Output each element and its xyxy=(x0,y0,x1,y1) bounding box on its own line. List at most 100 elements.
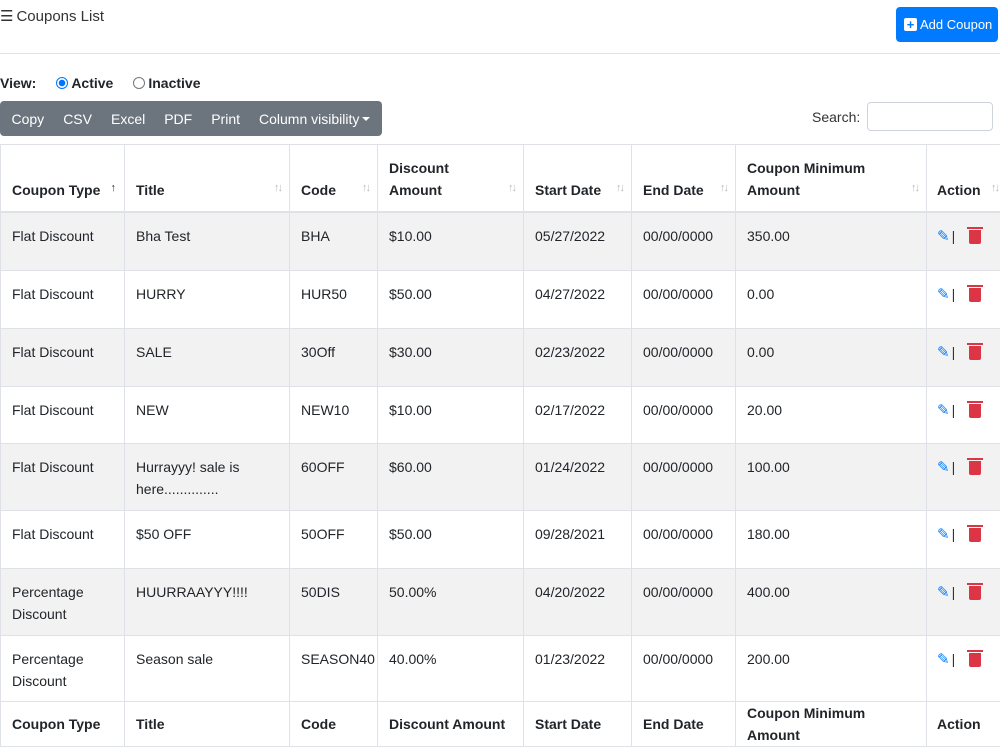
table-cell: Bha Test xyxy=(124,211,290,271)
csv-button[interactable]: CSV xyxy=(63,110,92,127)
table-cell: $30.00 xyxy=(377,328,524,387)
edit-icon[interactable]: ✎ xyxy=(937,526,950,543)
search-input[interactable] xyxy=(867,102,994,131)
trash-icon[interactable] xyxy=(967,458,984,475)
edit-icon[interactable]: ✎ xyxy=(937,344,950,361)
column-visibility-button[interactable]: Column visibility xyxy=(250,111,380,127)
pdf-button[interactable]: PDF xyxy=(164,110,193,127)
radio-active[interactable]: Active xyxy=(56,75,113,91)
table-cell: 50.00% xyxy=(377,568,524,636)
edit-icon[interactable]: ✎ xyxy=(937,227,950,245)
table-cell: HUR50 xyxy=(289,270,378,329)
table-cell: $50.00 xyxy=(377,270,524,329)
table-cell: 00/00/0000 xyxy=(631,270,736,329)
table-cell: 00/00/0000 xyxy=(631,443,736,511)
column-footer: Coupon Type xyxy=(0,701,125,747)
table-cell: BHA xyxy=(289,211,378,271)
print-button[interactable]: Print xyxy=(211,110,241,127)
action-cell: ✎ | xyxy=(926,328,1000,387)
search-label: Search: xyxy=(812,108,861,125)
table-row: Flat Discount $50 OFF 50OFF $50.00 09/28/202… xyxy=(0,510,1000,569)
excel-button[interactable]: Excel xyxy=(110,110,146,127)
column-footer: Start Date xyxy=(523,701,632,747)
column-header[interactable]: End Date ↑↓ xyxy=(631,144,736,213)
page-header: ☰ Coupons List + Add Coupon xyxy=(0,0,1000,54)
table-cell: $10.00 xyxy=(377,211,524,271)
sort-icon: ↑↓ xyxy=(508,181,517,194)
table-cell: 00/00/0000 xyxy=(631,510,736,569)
action-cell: ✎ | xyxy=(926,635,1000,702)
table-row: Flat Discount Bha Test BHA $10.00 05/27/2022… xyxy=(0,211,1000,271)
radio-icon[interactable] xyxy=(56,77,69,89)
column-footer: Discount Amount xyxy=(377,701,524,747)
plus-square-icon: + xyxy=(904,18,917,31)
copy-button[interactable]: Copy xyxy=(11,110,45,127)
action-cell: ✎ | xyxy=(926,443,1000,511)
table-cell: 05/27/2022 xyxy=(523,211,632,271)
sort-icon: ↑↓ xyxy=(274,181,283,194)
action-cell: ✎ | xyxy=(926,211,1000,271)
table-cell: NEW10 xyxy=(289,386,378,444)
export-toolbar: Copy CSV Excel PDF Print Column visibili… xyxy=(0,101,382,136)
divider: | xyxy=(951,227,956,244)
table-cell: 180.00 xyxy=(735,510,927,569)
edit-icon[interactable]: ✎ xyxy=(937,651,950,668)
edit-icon[interactable]: ✎ xyxy=(937,584,950,601)
trash-icon[interactable] xyxy=(967,285,984,302)
column-header[interactable]: Coupon Type ↑ xyxy=(0,144,125,213)
caret-down-icon xyxy=(362,116,371,121)
divider: | xyxy=(951,344,956,360)
add-coupon-button[interactable]: + Add Coupon xyxy=(896,7,998,42)
table-row: Percentage Discount HUURRAAYYY!!!! 50DIS 50… xyxy=(0,568,1000,636)
trash-icon[interactable] xyxy=(967,226,984,244)
table-cell: Flat Discount xyxy=(0,510,125,569)
table-cell: SALE xyxy=(124,328,290,387)
table-cell: 01/24/2022 xyxy=(523,443,632,511)
sort-icon: ↑↓ xyxy=(616,181,625,194)
sort-icon: ↑↓ xyxy=(720,181,729,194)
table-cell: 02/23/2022 xyxy=(523,328,632,387)
trash-icon[interactable] xyxy=(967,401,984,418)
view-label: View: xyxy=(0,75,37,91)
table-cell: 00/00/0000 xyxy=(631,328,736,387)
table-cell: 00/00/0000 xyxy=(631,386,736,444)
table-cell: 50DIS xyxy=(289,568,378,636)
table-cell: 40.00% xyxy=(377,635,524,702)
radio-icon[interactable] xyxy=(133,77,146,89)
column-header[interactable]: Discount Amount ↑↓ xyxy=(377,144,524,213)
column-header[interactable]: Coupon Minimum Amount ↑↓ xyxy=(735,144,927,213)
table-row: Flat Discount Hurrayyy! sale is here.....… xyxy=(0,443,1000,511)
column-header[interactable]: Title ↑↓ xyxy=(124,144,290,213)
column-footer: Title xyxy=(124,701,290,747)
trash-icon[interactable] xyxy=(967,525,984,542)
table-cell: Flat Discount xyxy=(0,443,125,511)
table-cell: Hurrayyy! sale is here.............. xyxy=(124,443,290,511)
table-cell: $10.00 xyxy=(377,386,524,444)
column-footer: End Date xyxy=(631,701,736,747)
table-row: Percentage Discount Season sale SEASON40 40… xyxy=(0,635,1000,702)
edit-icon[interactable]: ✎ xyxy=(937,402,950,419)
table-cell: $50 OFF xyxy=(124,510,290,569)
table-cell: 200.00 xyxy=(735,635,927,702)
table-cell: 01/23/2022 xyxy=(523,635,632,702)
table-cell: 100.00 xyxy=(735,443,927,511)
table-cell: Flat Discount xyxy=(0,328,125,387)
column-header[interactable]: Start Date ↑↓ xyxy=(523,144,632,213)
table-cell: SEASON40 xyxy=(289,635,378,702)
radio-inactive[interactable]: Inactive xyxy=(133,75,200,91)
table-cell: Flat Discount xyxy=(0,386,125,444)
trash-icon[interactable] xyxy=(967,343,984,360)
table-cell: 0.00 xyxy=(735,328,927,387)
table-cell: 30Off xyxy=(289,328,378,387)
edit-icon[interactable]: ✎ xyxy=(937,286,950,303)
column-header[interactable]: Action ↑↓ xyxy=(926,144,1000,213)
divider: | xyxy=(951,402,956,418)
table-cell: 04/27/2022 xyxy=(523,270,632,329)
table-cell: 20.00 xyxy=(735,386,927,444)
column-footer: Coupon Minimum Amount xyxy=(735,701,927,747)
table-cell: 09/28/2021 xyxy=(523,510,632,569)
trash-icon[interactable] xyxy=(967,583,984,600)
trash-icon[interactable] xyxy=(967,650,984,667)
edit-icon[interactable]: ✎ xyxy=(937,459,950,476)
column-header[interactable]: Code ↑↓ xyxy=(289,144,378,213)
